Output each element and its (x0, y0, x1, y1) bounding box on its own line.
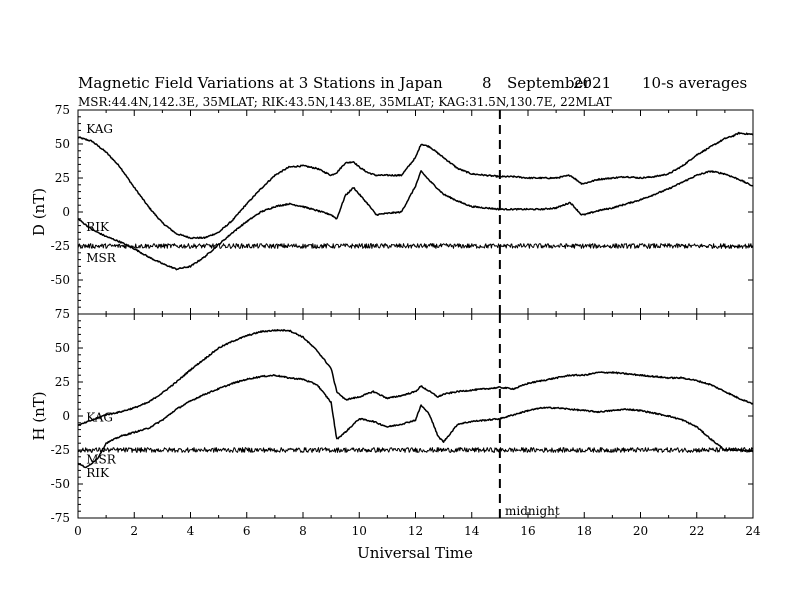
panel-d-series-label-rik: RIK (86, 220, 110, 234)
midnight-label: midnight (505, 504, 560, 518)
panel-d-series-label-msr: MSR (86, 251, 117, 265)
x-tick-label: 4 (187, 524, 195, 538)
x-tick-label: 16 (520, 524, 535, 538)
panel-h-ytick-label: 0 (62, 409, 70, 423)
x-tick-label: 0 (74, 524, 82, 538)
panel-d-series-kag (77, 131, 754, 240)
panel-h-ytick-label: -75 (51, 511, 70, 525)
x-tick-label: 14 (464, 524, 480, 538)
panel-h-ytick-label: 25 (55, 375, 70, 389)
panel-h-ytick-label: -50 (51, 477, 70, 491)
panel-d-ytick-label: 75 (55, 103, 70, 117)
panel-h-ytick-label: 75 (55, 307, 70, 321)
panel-d-ytick-label: 0 (62, 205, 70, 219)
x-tick-label: 12 (408, 524, 423, 538)
chart-title: Magnetic Field Variations at 3 Stations … (78, 74, 443, 92)
panel-d: 75 50 25 0 -25 -50 D (nT) KAG RIK MSR (30, 103, 754, 315)
panel-d-frame (77, 109, 754, 315)
panel-h-y-axis-label: H (nT) (30, 391, 48, 440)
x-tick-label: 18 (577, 524, 592, 538)
panel-h-series-label-kag: KAG (86, 410, 113, 424)
x-tick-label: 10 (352, 524, 367, 538)
x-axis-label: Universal Time (357, 544, 473, 562)
panel-d-series-msr (77, 243, 754, 249)
date-day: 8 (482, 74, 492, 92)
panel-h-series-label-rik: RIK (86, 466, 110, 480)
x-tick-label: 8 (299, 524, 307, 538)
panel-h-ytick-label: -25 (51, 443, 70, 457)
panel-d-ytick-label: 50 (55, 137, 70, 151)
panel-h-series-label-msr: MSR (86, 453, 117, 467)
averaging-label: 10-s averages (642, 74, 747, 92)
panel-h-series-kag (77, 328, 754, 427)
date-month: September (507, 74, 591, 92)
x-tick-label: 2 (130, 524, 138, 538)
panel-d-y-axis-label: D (nT) (30, 188, 48, 236)
date-year: 2021 (573, 74, 611, 92)
x-tick-label: 20 (633, 524, 648, 538)
x-tick-label: 22 (689, 524, 704, 538)
panel-d-ytick-label: -50 (51, 273, 70, 287)
panel-h-series-msr (77, 447, 754, 453)
panel-d-series-rik (77, 170, 754, 271)
panel-h-series-rik (77, 374, 754, 469)
panel-h-ytick-label: 50 (55, 341, 70, 355)
panel-d-ytick-label: 25 (55, 171, 70, 185)
panel-d-series-label-kag: KAG (86, 122, 113, 136)
panel-d-ytick-label: -25 (51, 239, 70, 253)
x-tick-label: 24 (745, 524, 761, 538)
panel-h-frame (77, 313, 754, 519)
chart-subtitle: MSR:44.4N,142.3E, 35MLAT; RIK:43.5N,143.… (78, 95, 612, 109)
x-tick-label: 6 (243, 524, 251, 538)
